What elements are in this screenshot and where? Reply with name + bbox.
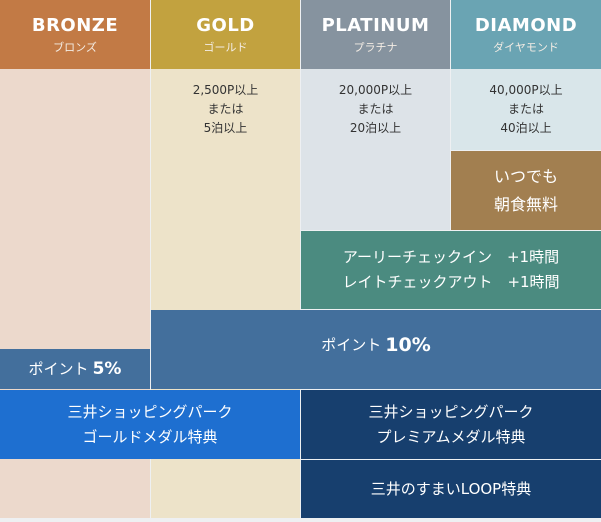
breakfast-benefit: いつでも 朝食無料	[451, 151, 601, 230]
tier-name: DIAMOND	[474, 14, 578, 36]
gold-condition: 2,500P以上 または 5泊以上	[151, 69, 300, 149]
condition-or: または	[207, 102, 244, 116]
benefit-line: ゴールドメダル特典	[82, 427, 218, 446]
points-10-benefit: ポイント 10%	[151, 310, 601, 389]
benefit-line: 三井のすまいLOOP特典	[370, 479, 532, 498]
condition-nights: 5泊以上	[203, 121, 248, 135]
condition-or: または	[357, 102, 394, 116]
tier-name: PLATINUM	[321, 14, 430, 36]
condition-points: 40,000P以上	[489, 83, 563, 97]
benefit-line: プレミアムメダル特典	[376, 427, 526, 446]
tier-kana: ブロンズ	[53, 40, 97, 54]
shopping-premium-medal-benefit: 三井ショッピングパーク プレミアムメダル特典	[301, 390, 601, 459]
condition-or: または	[507, 102, 544, 116]
checkin-benefit: アーリーチェックイン +1時間 レイトチェックアウト +1時間	[301, 231, 601, 309]
points-rate: 5%	[92, 358, 122, 379]
points-label: ポイント	[28, 359, 89, 378]
gold-header: GOLD ゴールド	[151, 0, 300, 69]
benefit-line: 三井ショッピングパーク	[368, 402, 534, 421]
shopping-gold-medal-benefit: 三井ショッピングパーク ゴールドメダル特典	[0, 390, 300, 459]
benefit-line: 三井ショッピングパーク	[67, 402, 233, 421]
early-checkin: アーリーチェックイン +1時間	[342, 248, 560, 266]
condition-nights: 20泊以上	[349, 121, 402, 135]
condition-points: 2,500P以上	[192, 83, 259, 97]
late-checkout: レイトチェックアウト +1時間	[342, 273, 560, 291]
condition-nights: 40泊以上	[500, 121, 552, 135]
condition-points: 20,000P以上	[338, 83, 413, 97]
benefit-line: いつでも	[493, 166, 558, 186]
tier-name: BRONZE	[31, 14, 119, 36]
diamond-column-body	[451, 69, 601, 150]
points-5-benefit: ポイント 5%	[0, 349, 150, 389]
tier-kana: プラチナ	[353, 40, 398, 54]
points-label: ポイント	[321, 336, 382, 354]
bronze-header: BRONZE ブロンズ	[0, 0, 150, 69]
tier-name: GOLD	[196, 14, 255, 36]
benefit-line: 朝食無料	[493, 194, 558, 214]
platinum-condition: 20,000P以上 または 20泊以上	[301, 69, 450, 149]
diamond-condition: 40,000P以上 または 40泊以上	[451, 69, 601, 149]
tier-kana: ゴールド	[203, 40, 248, 54]
diamond-header: DIAMOND ダイヤモンド	[451, 0, 601, 69]
platinum-column-body	[301, 69, 450, 230]
platinum-header: PLATINUM プラチナ	[301, 0, 450, 69]
tier-kana: ダイヤモンド	[493, 40, 559, 54]
points-rate: 10%	[385, 334, 431, 356]
loop-benefit: 三井のすまいLOOP特典	[301, 460, 601, 518]
